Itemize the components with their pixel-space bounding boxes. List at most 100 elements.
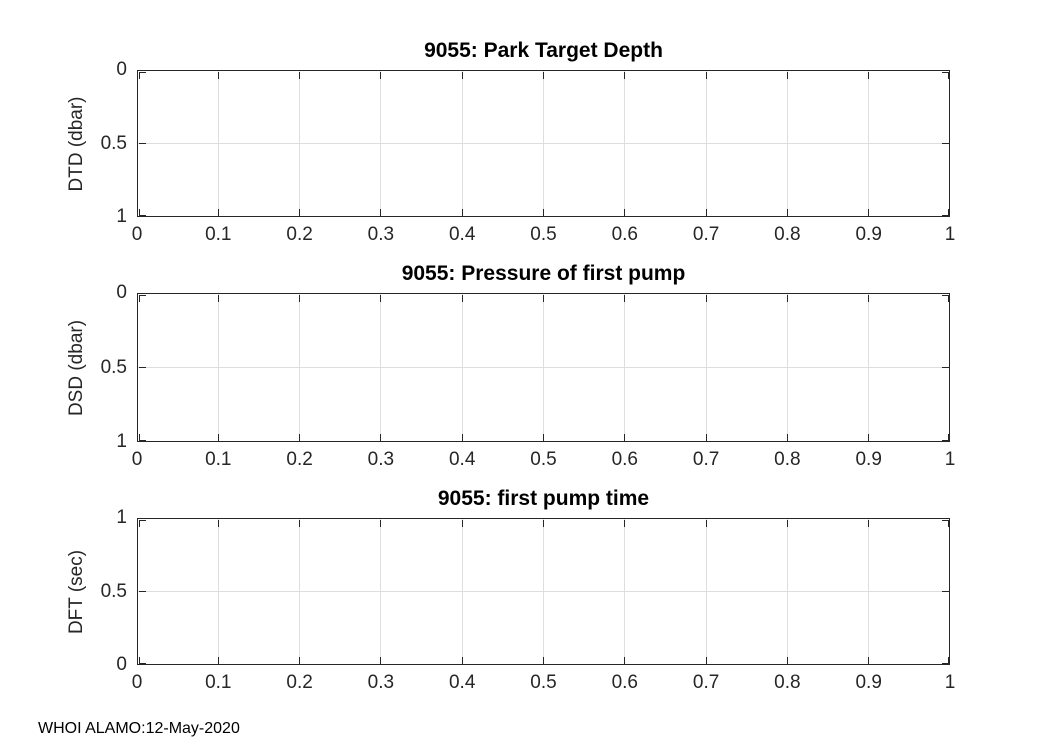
subplot-title: 9055: Pressure of first pump <box>401 262 686 285</box>
x-axis-tick <box>947 208 949 216</box>
x-tick-label: 1 <box>944 224 956 245</box>
x-axis-tick <box>705 433 707 441</box>
x-tick-label: 0.5 <box>530 224 557 245</box>
x-axis-tick <box>138 294 140 302</box>
y-tick-label: 0 <box>116 654 127 675</box>
y-tick-label: 0 <box>116 59 127 80</box>
plot-area <box>137 293 950 442</box>
x-tick-label: 0.7 <box>692 224 720 245</box>
x-tick-label: 0.5 <box>530 672 557 693</box>
x-axis-tick <box>299 208 301 216</box>
x-axis-tick <box>624 71 626 79</box>
y-axis-tick <box>138 367 146 368</box>
x-tick-label: 0.4 <box>448 672 476 693</box>
x-axis-tick <box>138 208 140 216</box>
figure-footer-caption: WHOI ALAMO:12-May-2020 <box>38 720 240 737</box>
subplot-title: 9055: first pump time <box>437 487 650 510</box>
x-axis-tick <box>461 433 463 441</box>
x-tick-label: 0.2 <box>286 449 313 470</box>
y-axis-label: DFT (sec) <box>66 549 87 634</box>
x-tick-label: 0.4 <box>448 449 476 470</box>
x-tick-label: 0.9 <box>855 672 882 693</box>
y-axis-tick <box>941 519 949 521</box>
x-axis-tick <box>868 656 870 664</box>
x-axis-tick <box>947 294 949 302</box>
x-axis-tick <box>705 208 707 216</box>
x-axis-tick <box>947 519 949 527</box>
y-axis-tick <box>138 143 146 144</box>
x-axis-tick <box>299 71 301 79</box>
x-axis-tick <box>868 294 870 302</box>
x-axis-tick <box>299 433 301 441</box>
x-axis-tick <box>543 519 544 527</box>
x-axis-tick <box>461 519 463 527</box>
y-axis-tick <box>941 367 949 368</box>
x-axis-tick <box>299 656 301 664</box>
x-axis-tick <box>868 519 870 527</box>
x-tick-label: 0 <box>131 672 143 693</box>
x-axis-tick <box>624 519 626 527</box>
x-axis-tick <box>624 656 626 664</box>
x-tick-label: 1 <box>944 672 956 693</box>
x-axis-tick <box>543 208 544 216</box>
subplot-pressure-first-pump: 0 0.1 0.2 0.3 0.4 0.5 0.6 0.7 0.8 0.9 1 0 0.5 1 9055: … <box>66 262 955 470</box>
y-tick-label: 0.5 <box>100 356 127 378</box>
x-tick-label: 0.2 <box>286 224 313 245</box>
x-axis-tick <box>543 433 544 441</box>
x-axis-tick <box>868 71 870 79</box>
y-axis-tick <box>941 591 949 592</box>
x-axis-tick <box>868 433 870 441</box>
x-tick-label: 0.7 <box>692 449 720 470</box>
x-tick-label: 0.9 <box>855 224 882 245</box>
gridline-horizontal <box>137 367 950 368</box>
x-axis-tick <box>786 71 788 79</box>
x-tick-label: 0 <box>131 224 143 245</box>
x-axis-tick <box>543 294 544 302</box>
x-axis-tick <box>786 208 788 216</box>
x-axis-tick <box>380 656 382 664</box>
y-axis-tick <box>138 214 146 216</box>
x-axis-tick <box>380 294 382 302</box>
x-axis-tick <box>380 433 382 441</box>
y-tick-label: 0.5 <box>100 132 127 154</box>
x-axis-tick <box>299 294 301 302</box>
x-axis-tick <box>461 208 463 216</box>
x-axis-tick <box>299 519 301 527</box>
x-axis-tick <box>624 208 626 216</box>
y-tick-label: 1 <box>116 507 127 528</box>
x-tick-label: 0.1 <box>205 224 232 245</box>
x-axis-tick <box>217 294 219 302</box>
y-tick-label: 0.5 <box>100 580 127 602</box>
x-axis-tick <box>543 656 544 664</box>
x-axis-tick <box>217 519 219 527</box>
x-axis-tick <box>705 294 707 302</box>
y-axis-tick <box>138 591 146 592</box>
y-axis-tick <box>138 71 146 73</box>
x-tick-label: 1 <box>944 449 956 470</box>
x-tick-label: 0.2 <box>286 672 313 693</box>
x-tick-label: 0.6 <box>611 449 638 470</box>
x-tick-label: 0.3 <box>367 672 395 693</box>
x-axis-tick <box>138 433 140 441</box>
y-axis-tick <box>941 71 949 73</box>
y-axis-tick <box>941 439 949 441</box>
x-axis-tick <box>786 433 788 441</box>
x-tick-label: 0.8 <box>774 672 801 693</box>
x-tick-label: 0.4 <box>448 224 476 245</box>
x-axis-tick <box>461 294 463 302</box>
y-axis-tick <box>138 439 146 441</box>
x-axis-tick <box>138 71 140 79</box>
x-axis-tick <box>461 656 463 664</box>
x-axis-tick <box>217 433 219 441</box>
x-axis-tick <box>705 656 707 664</box>
subplot-title: 9055: Park Target Depth <box>424 39 663 62</box>
y-axis-tick <box>941 662 949 664</box>
x-axis-tick <box>947 433 949 441</box>
x-axis-tick <box>624 433 626 441</box>
x-axis-tick <box>705 519 707 527</box>
y-axis-tick <box>138 662 146 664</box>
y-axis-label: DTD (dbar) <box>66 95 87 192</box>
x-axis-tick <box>380 71 382 79</box>
x-tick-label: 0.3 <box>367 449 395 470</box>
